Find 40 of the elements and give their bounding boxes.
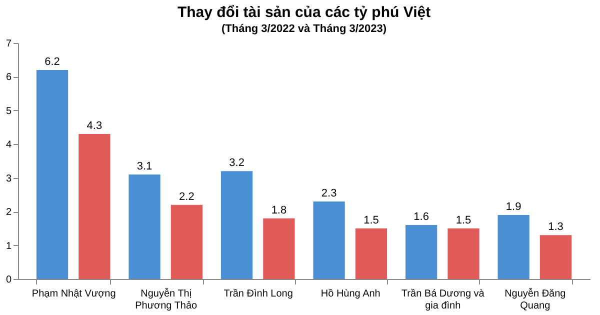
bar (540, 235, 572, 279)
x-tick-label: Trần Bá Dương và gia đình (401, 288, 485, 312)
y-tick-label: 2 (6, 207, 12, 218)
chart-subtitle: (Tháng 3/2022 và Tháng 3/2023) (221, 23, 387, 35)
x-tick-label: Trần Đình Long (224, 288, 293, 300)
y-tick-label: 1 (6, 240, 12, 252)
chart-title: Thay đổi tài sản của các tỷ phú Việt (177, 4, 431, 21)
x-tick-label: Phạm Nhật Vượng (32, 288, 116, 300)
bar (263, 218, 295, 279)
y-tick-label: 5 (6, 106, 12, 117)
bar (405, 225, 438, 279)
bar (355, 228, 388, 279)
bar (313, 201, 345, 279)
data-label: 3.2 (229, 157, 244, 170)
x-tick-label: Hồ Hùng Anh (320, 288, 380, 300)
x-tick-label: Nguyễn Đăng Quang (504, 288, 566, 312)
data-label: 2.3 (321, 187, 337, 200)
y-tick-label: 6 (6, 72, 12, 84)
bar (78, 134, 110, 279)
y-tick-label: 0 (6, 274, 12, 286)
bar (220, 171, 253, 279)
data-label: 1.9 (506, 200, 522, 213)
y-tick-label: 7 (6, 38, 12, 50)
bar (170, 204, 203, 279)
bar (128, 174, 160, 279)
data-label: 3.1 (136, 160, 152, 172)
bar (498, 214, 530, 279)
bar (448, 228, 480, 279)
data-label: 1.5 (364, 214, 379, 226)
x-tick-label: Nguyễn Thị Phương Thảo (135, 288, 198, 312)
data-label: 1.8 (271, 204, 287, 216)
y-tick-label: 4 (6, 140, 12, 151)
data-label: 1.6 (414, 211, 429, 224)
bar (36, 70, 68, 279)
data-label: 1.5 (456, 214, 472, 226)
data-label: 1.3 (548, 221, 564, 234)
data-label: 6.2 (44, 56, 60, 68)
y-tick-label: 3 (6, 173, 12, 184)
data-label: 2.2 (179, 190, 194, 203)
data-label: 4.3 (86, 120, 102, 132)
